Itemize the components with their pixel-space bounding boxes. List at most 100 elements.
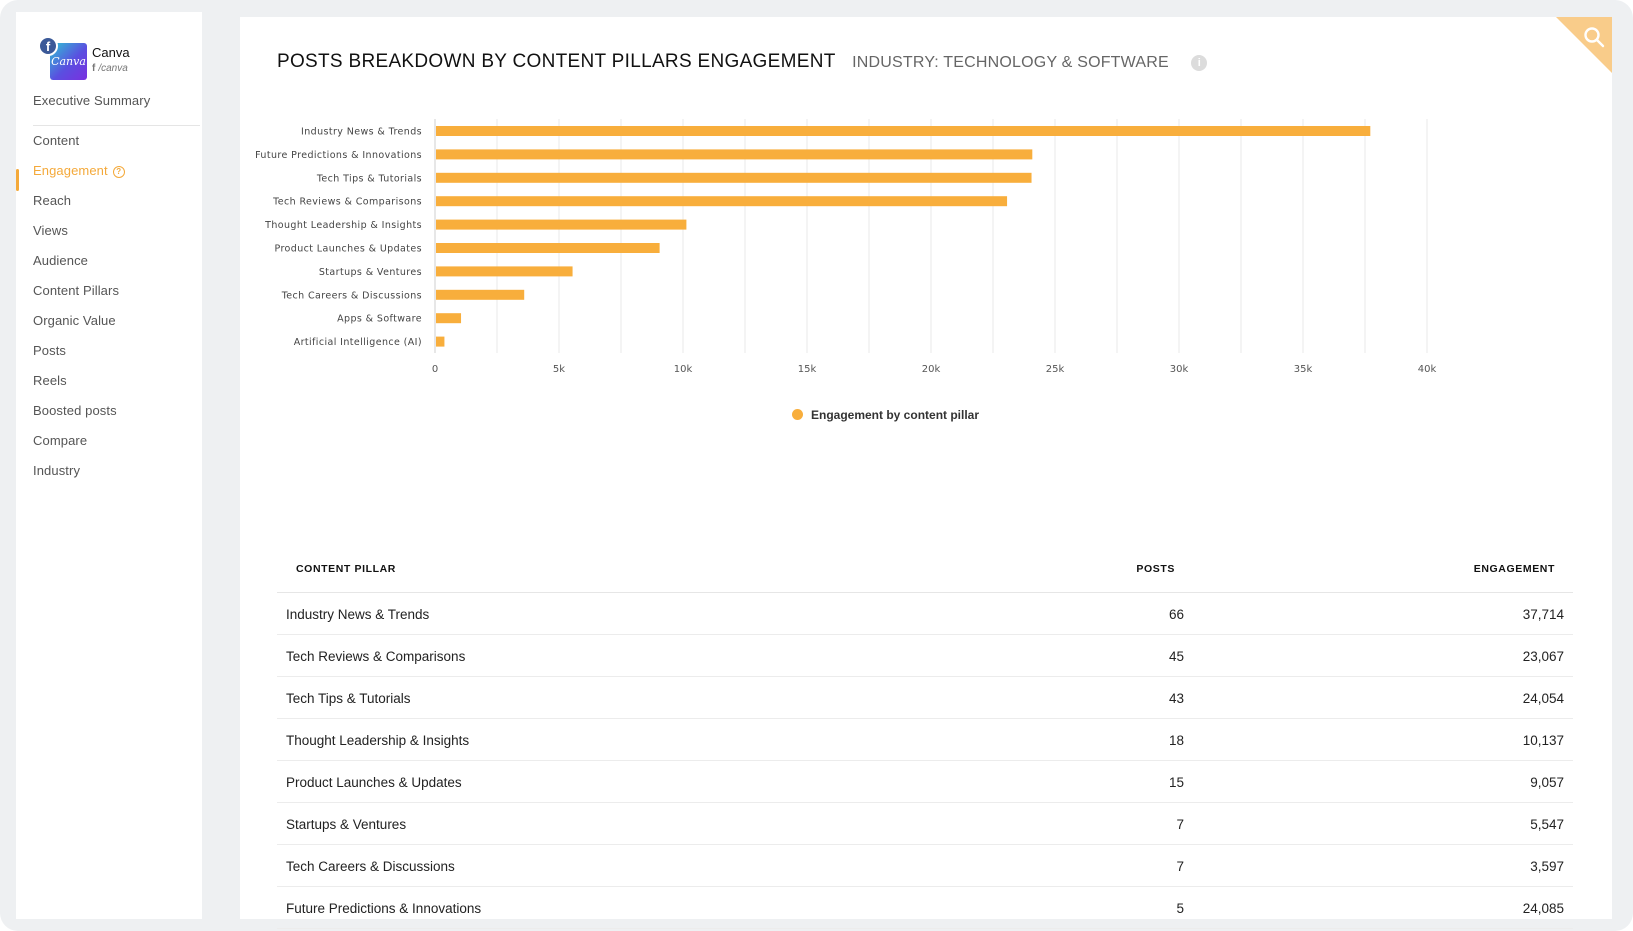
nav-item-content[interactable]: Content (33, 133, 80, 148)
cell-engagement: 10,137 (1522, 733, 1564, 748)
corner-search-button[interactable] (1556, 17, 1612, 73)
column-header-content-pillar[interactable]: CONTENT PILLAR (296, 563, 396, 575)
cell-posts: 45 (1168, 649, 1184, 664)
table-row[interactable]: Startups & Ventures 7 5,547 (277, 803, 1573, 845)
chart-legend[interactable]: Engagement by content pillar (792, 408, 979, 422)
page-title: POSTS BREAKDOWN BY CONTENT PILLARS ENGAG… (277, 51, 836, 72)
category-label: Thought Leadership & Insights (264, 220, 422, 231)
cell-engagement: 37,714 (1522, 607, 1564, 622)
bar[interactable] (436, 219, 687, 230)
cell-content-pillar: Industry News & Trends (286, 607, 430, 622)
main-panel: POSTS BREAKDOWN BY CONTENT PILLARS ENGAG… (240, 17, 1612, 929)
x-tick-label: 0 (432, 364, 438, 375)
category-label: Future Predictions & Innovations (255, 150, 422, 161)
nav-item-compare[interactable]: Compare (33, 433, 88, 448)
nav-divider (33, 125, 200, 126)
cell-engagement: 24,054 (1522, 691, 1564, 706)
category-label: Apps & Software (337, 314, 422, 325)
x-tick-label: 5k (553, 364, 565, 375)
search-icon (1584, 27, 1605, 48)
info-icon[interactable]: i (1191, 55, 1208, 71)
category-label: Industry News & Trends (301, 127, 422, 138)
engagement-bar-chart: 0 5k 10k 15k 20k 25k 30k 35k 40k Industry News & … (255, 119, 1437, 375)
cell-engagement: 5,547 (1530, 817, 1564, 832)
cell-content-pillar: Thought Leadership & Insights (286, 733, 470, 748)
brand-handle: f/canva (92, 63, 128, 74)
brand-handle-text: /canva (98, 63, 128, 74)
cell-posts: 7 (1176, 859, 1184, 874)
content-pillar-table: CONTENT PILLAR POSTS ENGAGEMENT Industry… (277, 553, 1573, 929)
bar[interactable] (436, 149, 1033, 160)
nav-item-industry[interactable]: Industry (33, 463, 81, 478)
x-tick-label: 40k (1418, 364, 1437, 375)
nav-item-boosted-posts[interactable]: Boosted posts (33, 403, 117, 418)
cell-posts: 66 (1168, 607, 1184, 622)
nav-item-executive-summary[interactable]: Executive Summary (33, 93, 151, 108)
x-tick-label: 20k (922, 364, 941, 375)
nav-item-audience[interactable]: Audience (33, 253, 89, 268)
bar[interactable] (436, 266, 573, 277)
nav-item-views[interactable]: Views (33, 223, 68, 238)
bar[interactable] (436, 196, 1008, 207)
x-tick-label: 35k (1294, 364, 1313, 375)
legend-marker (792, 409, 803, 420)
bar[interactable] (436, 126, 1371, 136)
column-header-engagement[interactable]: ENGAGEMENT (1473, 563, 1555, 575)
sidebar: Canva f Canva f/canva Executive Summary … (16, 12, 202, 919)
cell-posts: 5 (1176, 901, 1184, 916)
profile-card[interactable]: Canva f Canva f/canva (34, 24, 194, 84)
bar[interactable] (436, 313, 462, 324)
facebook-icon: f (38, 36, 58, 56)
table-header: CONTENT PILLAR POSTS ENGAGEMENT (277, 553, 1573, 593)
active-nav-marker (16, 169, 19, 191)
table-row[interactable]: Product Launches & Updates 15 9,057 (277, 761, 1573, 803)
legend-label: Engagement by content pillar (811, 408, 980, 422)
cell-engagement: 9,057 (1530, 775, 1564, 790)
nav-item-engagement[interactable]: Engagement? (33, 163, 125, 178)
cell-posts: 43 (1168, 691, 1184, 706)
category-label: Tech Tips & Tutorials (316, 173, 422, 184)
column-header-posts[interactable]: POSTS (1136, 563, 1175, 575)
cell-posts: 15 (1168, 775, 1184, 790)
cell-engagement: 24,085 (1522, 901, 1564, 916)
cell-content-pillar: Tech Tips & Tutorials (286, 691, 411, 706)
cell-posts: 7 (1176, 817, 1184, 832)
nav-item-reach[interactable]: Reach (33, 193, 72, 208)
nav-item-posts[interactable]: Posts (33, 343, 67, 358)
table-row[interactable]: Tech Reviews & Comparisons 45 23,067 (277, 635, 1573, 677)
category-label: Product Launches & Updates (275, 244, 423, 255)
bar[interactable] (436, 289, 525, 300)
help-icon[interactable]: ? (112, 166, 125, 178)
cell-content-pillar: Tech Reviews & Comparisons (286, 649, 466, 664)
x-tick-label: 30k (1170, 364, 1189, 375)
cell-engagement: 23,067 (1522, 649, 1564, 664)
cell-content-pillar: Product Launches & Updates (286, 775, 462, 790)
table-row[interactable]: Thought Leadership & Insights 18 10,137 (277, 719, 1573, 761)
nav-item-reels[interactable]: Reels (33, 373, 67, 388)
section-header: POSTS BREAKDOWN BY CONTENT PILLARS ENGAG… (277, 51, 1208, 73)
table-row[interactable]: Tech Careers & Discussions 7 3,597 (277, 845, 1573, 887)
bar[interactable] (436, 336, 445, 347)
nav-item-organic-value[interactable]: Organic Value (33, 313, 116, 328)
cell-content-pillar: Tech Careers & Discussions (286, 859, 455, 874)
category-label: Artificial Intelligence (AI) (294, 337, 422, 348)
table-body: Industry News & Trends 66 37,714 Tech Revie… (277, 593, 1573, 929)
cell-content-pillar: Future Predictions & Innovations (286, 901, 482, 916)
table-row[interactable]: Tech Tips & Tutorials 43 24,054 (277, 677, 1573, 719)
bar[interactable] (436, 243, 660, 253)
brand-name: Canva (92, 45, 130, 60)
cell-content-pillar: Startups & Ventures (286, 817, 407, 832)
x-tick-label: 10k (674, 364, 693, 375)
table-row[interactable]: Industry News & Trends 66 37,714 (277, 593, 1573, 635)
industry-subtitle: INDUSTRY: TECHNOLOGY & SOFTWARE (852, 54, 1169, 71)
table-row[interactable]: Future Predictions & Innovations 5 24,085 (277, 887, 1573, 929)
cell-posts: 18 (1168, 733, 1184, 748)
bar[interactable] (436, 172, 1032, 183)
brand-logo: Canva (50, 43, 87, 80)
category-label: Startups & Ventures (319, 267, 422, 278)
x-tick-label: 15k (798, 364, 817, 375)
nav-item-content-pillars[interactable]: Content Pillars (33, 283, 120, 298)
cell-engagement: 3,597 (1530, 859, 1564, 874)
nav-item-engagement-label: Engagement (33, 163, 108, 178)
